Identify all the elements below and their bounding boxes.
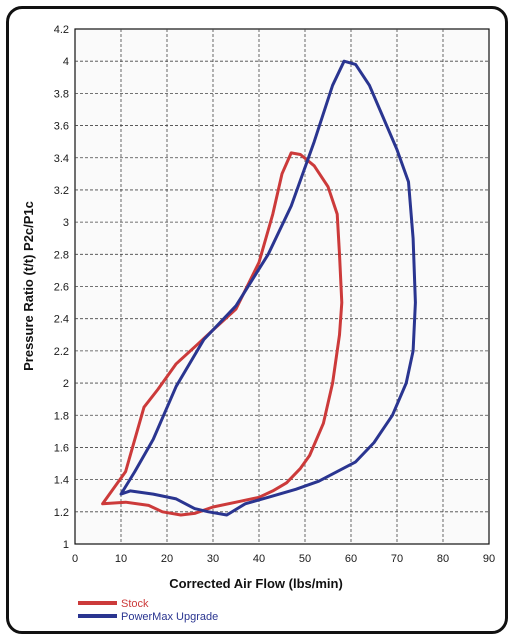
y-tick-label: 3 [63,217,69,229]
x-tick-label: 50 [299,553,311,565]
y-tick-label: 2.4 [54,314,69,326]
x-tick-label: 40 [253,553,265,565]
x-axis-title: Corrected Air Flow (lbs/min) [169,576,343,591]
y-tick-label: 1.4 [54,475,69,487]
y-tick-label: 4.2 [54,24,69,36]
legend-label-powermax: PowerMax Upgrade [121,611,218,623]
y-tick-label: 2.6 [54,282,69,294]
y-tick-label: 3.8 [54,88,69,100]
y-tick-label: 2 [63,378,69,390]
y-tick-label: 3.6 [54,121,69,133]
y-tick-label: 1.8 [54,410,69,422]
y-tick-label: 1 [63,539,69,551]
y-tick-label: 1.6 [54,442,69,454]
y-tick-label: 4 [63,56,69,68]
x-tick-label: 30 [207,553,219,565]
legend: Stock PowerMax Upgrade [78,598,218,623]
y-tick-label: 2.2 [54,346,69,358]
series-line-powermax [119,59,417,517]
x-tick-label: 60 [345,553,357,565]
x-tick-label: 80 [437,553,449,565]
y-tick-label: 3.4 [54,153,69,165]
legend-label-stock: Stock [121,598,149,610]
y-tick-label: 3.2 [54,185,69,197]
x-tick-label: 70 [391,553,403,565]
x-tick-label: 20 [161,553,173,565]
x-tick-label: 10 [115,553,127,565]
y-axis-title: Pressure Ratio (t/t) P2c/P1c [21,201,36,371]
x-tick-label: 0 [72,553,78,565]
y-tick-label: 1.2 [54,507,69,519]
x-tick-label: 90 [483,553,495,565]
y-tick-label: 2.8 [54,249,69,261]
